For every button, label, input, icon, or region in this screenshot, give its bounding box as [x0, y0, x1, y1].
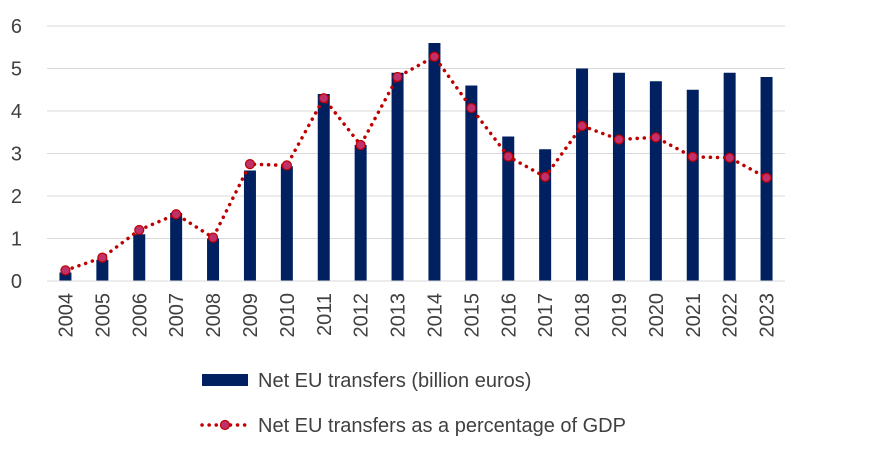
x-tick-label: 2005	[92, 293, 114, 338]
x-tick-label: 2007	[166, 293, 188, 338]
x-tick-label: 2004	[55, 293, 77, 338]
gridlines	[47, 25, 785, 239]
x-tick-label: 2011	[314, 293, 336, 336]
bar-2018	[576, 68, 589, 281]
y-tick-label: 3	[11, 144, 22, 166]
bar-2014	[428, 43, 441, 281]
y-tick-label: 5	[11, 59, 22, 81]
x-tick-label: 2013	[388, 293, 410, 338]
bar-2022	[723, 72, 736, 281]
x-tick-label: 2021	[683, 293, 705, 338]
legend-marker	[219, 419, 231, 431]
line-point-2010	[281, 160, 292, 171]
bar-2011	[317, 94, 330, 281]
y-tick-label: 2	[11, 186, 22, 208]
x-tick-label: 2016	[498, 293, 520, 338]
x-tick-label: 2009	[240, 293, 262, 338]
line-percentage-gdp	[63, 54, 769, 273]
line-point-2019	[613, 134, 625, 145]
x-tick-label: 2006	[129, 293, 151, 338]
x-tick-label: 2015	[461, 293, 483, 338]
line-point-2011	[318, 93, 329, 104]
x-tick-label: 2023	[757, 293, 779, 338]
line-point-2023	[761, 172, 772, 183]
bar-2006	[133, 234, 146, 281]
bar-2015	[465, 85, 478, 281]
line-point-2012	[355, 139, 366, 151]
x-tick-label: 2012	[351, 293, 373, 338]
line-point-2021	[687, 151, 698, 162]
legend: Net EU transfers (billion euros) Net EU t…	[200, 370, 626, 437]
x-tick-label: 2014	[424, 293, 446, 338]
y-axis-ticks: 0 1 2 3 4 5 6	[11, 16, 22, 293]
bar-2012	[354, 145, 367, 281]
x-tick-label: 2017	[535, 293, 557, 338]
legend-label-bars: Net EU transfers (billion euros)	[258, 370, 531, 392]
bar-2020	[649, 81, 662, 281]
line-point-2020	[650, 132, 661, 143]
line-point-2016	[503, 151, 514, 162]
bar-2010	[280, 166, 293, 281]
line-point-2017	[540, 171, 551, 182]
y-tick-label: 6	[11, 16, 22, 38]
legend-entry-bars: Net EU transfers (billion euros)	[202, 370, 531, 392]
y-tick-label: 4	[11, 101, 22, 123]
x-tick-label: 2018	[572, 293, 594, 338]
y-tick-label: 1	[11, 229, 22, 251]
bar-2007	[170, 213, 183, 281]
line-point-2007	[171, 209, 182, 220]
legend-bar-swatch	[202, 374, 248, 386]
bar-series	[59, 43, 773, 281]
bar-2013	[391, 72, 404, 281]
bar-2005	[96, 259, 109, 281]
bar-2017	[539, 149, 552, 281]
line-point-2013	[392, 71, 403, 83]
bar-2009	[243, 170, 256, 281]
x-tick-label: 2019	[609, 293, 631, 338]
line-point-2022	[724, 152, 735, 163]
line-point-2004	[60, 265, 71, 276]
bar-2004	[59, 272, 72, 281]
y-tick-label: 0	[11, 271, 22, 293]
bar-2008	[207, 238, 220, 281]
legend-label-line: Net EU transfers as a percentage of GDP	[258, 415, 626, 437]
line-point-2009	[244, 159, 256, 170]
bar-2016	[502, 136, 515, 281]
x-tick-label: 2022	[720, 293, 742, 338]
line-point-2015	[466, 102, 477, 114]
x-tick-label: 2020	[646, 293, 668, 338]
line-series	[60, 51, 772, 276]
x-tick-label: 2010	[277, 293, 299, 338]
x-axis-ticks: 2004 2005 2006 2007 2008 2009 2010 2011 2012 2013…	[55, 293, 778, 338]
line-point-2014	[429, 51, 440, 62]
x-tick-label: 2008	[203, 293, 225, 338]
bar-2019	[612, 72, 625, 281]
line-point-2008	[207, 232, 219, 243]
line-point-2018	[576, 120, 588, 131]
line-point-2005	[97, 252, 108, 263]
bar-2021	[686, 89, 699, 281]
line-point-2006	[134, 224, 145, 236]
legend-entry-line: Net EU transfers as a percentage of GDP	[200, 415, 626, 437]
